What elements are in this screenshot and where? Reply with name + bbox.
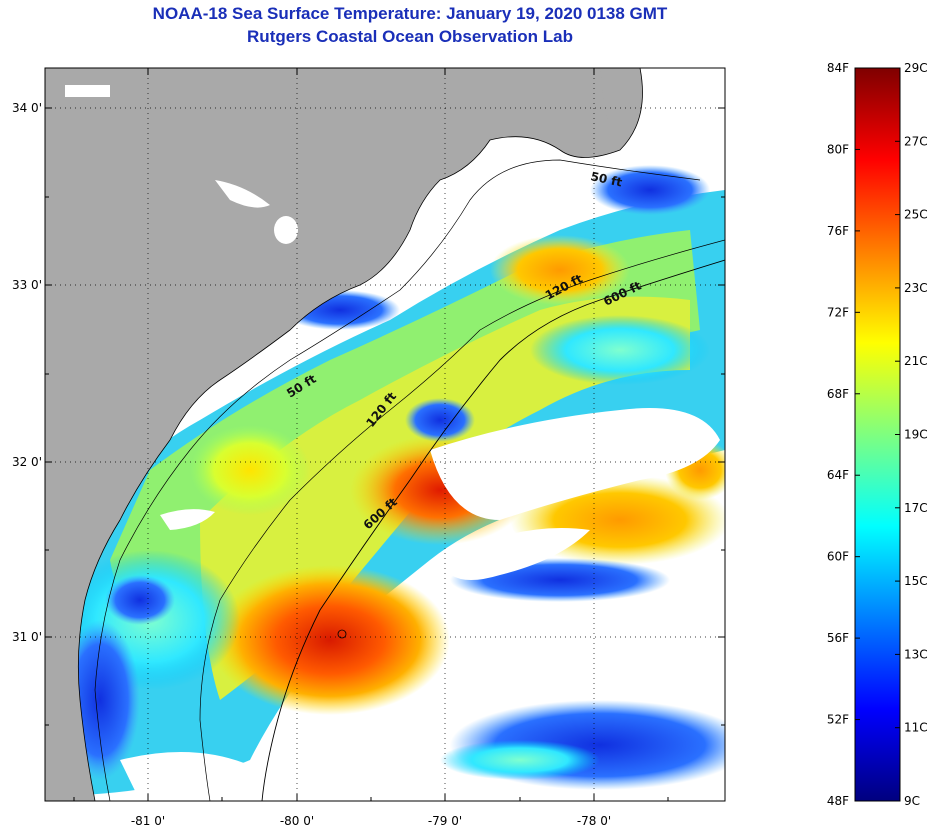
colorbar-c-label: 23C — [904, 281, 928, 295]
map-title: NOAA-18 Sea Surface Temperature: January… — [152, 4, 668, 23]
lon-label: -78 0' — [577, 814, 611, 828]
contour-50ft — [94, 159, 701, 801]
colorbar-c-label: 27C — [904, 134, 928, 148]
colorbar-f-label: 60F — [827, 550, 849, 564]
axis-ticks — [45, 68, 725, 801]
colorbar-c-label: 17C — [904, 501, 928, 515]
colorbar-f-label: 76F — [827, 224, 849, 238]
graticule — [45, 68, 725, 801]
colorbar-c-label: 11C — [904, 721, 928, 735]
lat-label: 33 0' — [12, 278, 42, 292]
colorbar-c-label: 9C — [904, 794, 920, 808]
colorbar-gradient — [855, 68, 900, 801]
contour-label: 50 ft — [589, 169, 623, 189]
lon-label: -79 0' — [428, 814, 462, 828]
sst-data-layer — [60, 165, 725, 801]
colorbar-f-label: 48F — [827, 794, 849, 808]
colorbar-f-label: 84F — [827, 61, 849, 75]
map-frame — [44, 67, 726, 802]
colorbar-c-label: 19C — [904, 428, 928, 442]
colorbar-f-label: 64F — [827, 468, 849, 482]
colorbar-c-label: 15C — [904, 574, 928, 588]
colorbar-c-label: 13C — [904, 647, 928, 661]
colorbar-c-label: 21C — [904, 354, 928, 368]
colorbar-c-label: 29C — [904, 61, 928, 75]
colorbar-f-label: 80F — [827, 142, 849, 156]
contour-120ft — [199, 239, 725, 801]
lat-label: 34 0' — [12, 101, 42, 115]
land-mass — [45, 68, 643, 801]
coastline — [77, 68, 643, 801]
colorbar-f-label: 72F — [827, 305, 849, 319]
colorbar: 84F 80F 76F 72F 68F 64F 60F 56F 52F 48F 29C 27C 25C… — [827, 61, 928, 808]
map-subtitle: Rutgers Coastal Ocean Observation Lab — [247, 27, 573, 46]
colorbar-f-label: 52F — [827, 713, 849, 727]
lon-label: -80 0' — [280, 814, 314, 828]
lat-label: 31 0' — [12, 630, 42, 644]
contour-600ft — [261, 259, 725, 801]
lat-label: 32 0' — [12, 455, 42, 469]
colorbar-f-label: 68F — [827, 387, 849, 401]
colorbar-f-label: 56F — [827, 631, 849, 645]
colorbar-c-label: 25C — [904, 208, 928, 222]
lon-label: -81 0' — [131, 814, 165, 828]
